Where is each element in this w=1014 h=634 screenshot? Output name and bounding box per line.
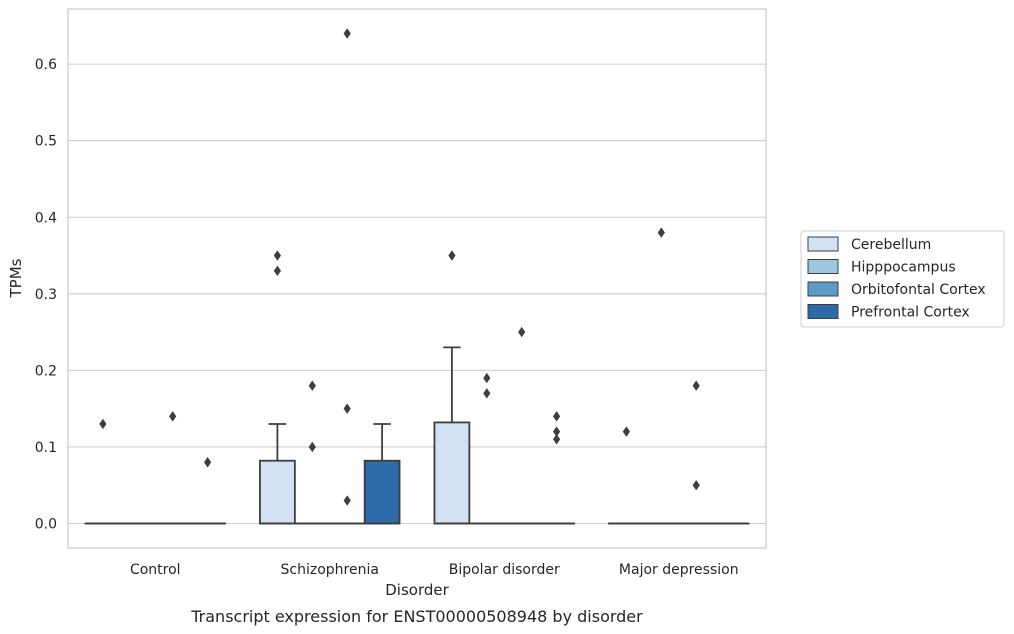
- legend-label: Prefrontal Cortex: [851, 305, 970, 321]
- y-tick-label: 0.2: [35, 363, 57, 379]
- y-tick-label: 0.6: [35, 57, 57, 73]
- x-tick-label: Schizophrenia: [281, 562, 379, 578]
- y-tick-label: 0.5: [35, 134, 57, 150]
- outlier-point: [622, 426, 630, 437]
- box-3-1: [363, 459, 401, 525]
- y-axis-title: TPMs: [7, 258, 25, 298]
- outlier-point: [553, 426, 561, 437]
- legend: Cerebellum Hipppocampus Orbitofontal Corte…: [800, 230, 1005, 328]
- outlier-point: [553, 434, 561, 445]
- legend-label: Cerebellum: [851, 237, 931, 253]
- chart-caption: Transcript expression for ENST0000050894…: [190, 607, 643, 626]
- legend-swatch: [807, 236, 839, 252]
- outlier-point: [343, 495, 351, 506]
- grid-lines: [68, 63, 766, 525]
- box-plot-marks: [84, 28, 750, 525]
- outlier-point: [448, 250, 456, 261]
- outlier-point: [99, 418, 107, 430]
- outlier-point: [169, 411, 177, 422]
- outlier-point: [692, 480, 700, 491]
- y-tick-label: 0.3: [35, 287, 57, 303]
- outlier-point: [692, 380, 700, 391]
- x-tick-labels: Control Schizophrenia Bipolar disorder Majo…: [130, 562, 739, 578]
- y-tick-label: 0.0: [35, 517, 57, 533]
- outlier-point: [483, 388, 491, 399]
- box-0-2: [433, 421, 471, 525]
- outlier-point: [483, 372, 491, 384]
- legend-frame: [800, 230, 1005, 328]
- box-0-1: [259, 459, 296, 525]
- y-tick-label: 0.1: [35, 440, 57, 456]
- outlier-point: [657, 227, 665, 238]
- outlier-point: [204, 457, 212, 468]
- legend-label: Hipppocampus: [851, 260, 956, 276]
- x-tick-label: Bipolar disorder: [449, 562, 560, 578]
- outlier-point: [343, 403, 351, 414]
- outlier-point: [273, 250, 281, 261]
- outlier-point: [553, 411, 561, 422]
- x-axis-title: Disorder: [385, 581, 449, 599]
- outlier-point: [308, 380, 316, 391]
- legend-swatch: [807, 304, 839, 319]
- x-tick-label: Control: [130, 562, 181, 578]
- y-tick-label: 0.4: [35, 210, 57, 226]
- legend-swatch: [807, 259, 839, 274]
- legend-label: Orbitofontal Cortex: [851, 282, 986, 298]
- x-tick-label: Major depression: [619, 562, 739, 578]
- y-tick-labels: 0.0 0.1 0.2 0.3 0.4 0.5 0.6: [35, 57, 57, 532]
- outlier-point: [308, 441, 316, 453]
- plot-area-frame: [67, 8, 767, 549]
- legend-swatch: [807, 281, 839, 297]
- outlier-point: [518, 326, 526, 338]
- outlier-point: [273, 265, 281, 277]
- outlier-point: [343, 28, 351, 39]
